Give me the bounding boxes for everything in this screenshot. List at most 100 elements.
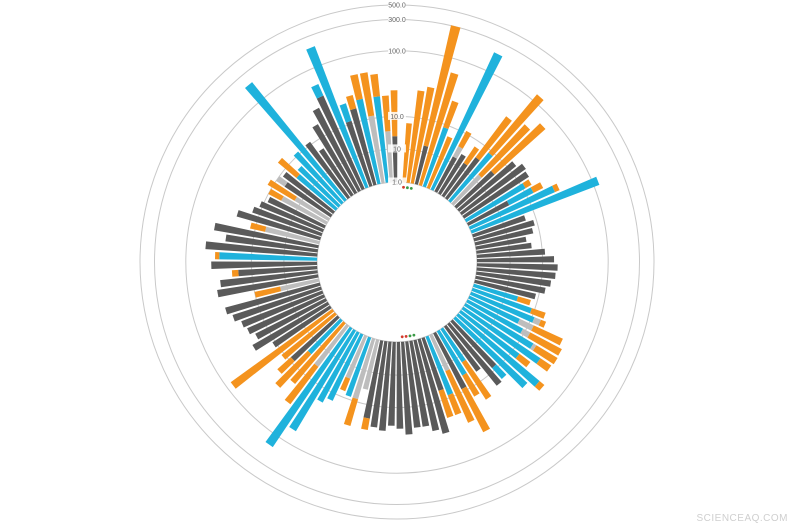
bar-segment-orange xyxy=(445,369,475,423)
bar-segment-dark xyxy=(450,319,497,369)
bar-segment-orange xyxy=(402,123,412,183)
bar-segment-orange xyxy=(359,72,375,117)
bar-segment-orange xyxy=(277,157,300,178)
bar-segment-blue xyxy=(293,151,344,205)
bar-segment-dark xyxy=(214,222,319,249)
bar-segment-orange xyxy=(410,86,435,184)
bar-segment-dark xyxy=(388,341,396,426)
bar-segment-blue xyxy=(373,96,389,183)
watermark-text: SCIENCEAQ.COM xyxy=(696,513,788,524)
bars-layer xyxy=(205,25,600,448)
bar-segment-orange xyxy=(268,188,284,201)
bar-segment-dark xyxy=(405,341,421,428)
bar-segment-orange xyxy=(522,179,532,189)
bar-segment-orange xyxy=(250,222,267,232)
bar-segment-orange xyxy=(231,269,239,277)
bar-segment-blue xyxy=(339,103,352,123)
bar-segment-light xyxy=(281,196,328,225)
bar-segment-orange xyxy=(515,353,531,368)
bar-segment-orange xyxy=(458,130,472,149)
bar-segment-orange xyxy=(343,397,359,426)
bar-segment-dark xyxy=(476,263,558,271)
bar-segment-light xyxy=(517,318,534,331)
bar-segment-blue xyxy=(289,329,356,432)
bar-segment-dark xyxy=(225,234,318,253)
bar-segment-orange xyxy=(461,386,490,433)
bar-segment-blue xyxy=(440,327,466,363)
bar-segment-dark xyxy=(220,270,318,288)
tick-label: 10.0 xyxy=(390,114,404,121)
tick-label-background xyxy=(388,15,406,23)
tick-labels: 1.0 10 10.0 100.0 300.0 500.0 xyxy=(388,0,406,187)
bar-segment-dark xyxy=(476,242,532,254)
bar-segment-orange xyxy=(527,332,562,356)
bar-segment-dark xyxy=(236,210,321,241)
tick-label-background xyxy=(388,0,406,9)
bar-segment-orange xyxy=(462,372,480,397)
bar-segment-orange xyxy=(538,319,547,328)
bar-segment-blue xyxy=(327,333,364,401)
bar-segment-blue xyxy=(459,310,520,359)
bar-segment-orange xyxy=(290,321,346,384)
bar-segment-blue xyxy=(464,183,526,223)
bar-segment-dark xyxy=(225,282,321,315)
bar-segment-orange xyxy=(443,100,459,129)
bar-segment-dark xyxy=(350,108,377,186)
bar-segment-light xyxy=(451,174,482,206)
bar-segment-dark xyxy=(259,201,324,233)
tick-label-background xyxy=(388,111,406,120)
bar-segment-dark xyxy=(441,162,468,198)
bar-segment-light xyxy=(294,196,330,221)
bar-segment-dark xyxy=(474,279,536,300)
bar-segment-dark xyxy=(290,315,340,362)
bar-segment-dark xyxy=(417,338,450,434)
bar-segment-dark xyxy=(282,172,335,214)
bar-segment-orange xyxy=(423,25,461,147)
bar-segment-blue xyxy=(436,329,467,376)
bar-segment-dark xyxy=(447,322,502,386)
bar-segment-orange xyxy=(531,325,563,346)
bar-segment-blue xyxy=(219,252,318,261)
bar-segment-dark xyxy=(363,340,384,419)
bar-segment-orange xyxy=(447,393,462,416)
bar-segment-dark xyxy=(392,136,398,183)
bar-segment-dark xyxy=(312,124,358,195)
bar-segment-blue xyxy=(492,364,507,379)
baseline-marker-red xyxy=(404,335,408,338)
baseline-marker-green xyxy=(412,333,416,337)
bar-segment-dark xyxy=(475,275,546,294)
bar-segment-orange xyxy=(370,73,380,97)
bar-segment-light xyxy=(520,328,531,338)
bar-segment-dark xyxy=(396,341,404,429)
bar-segment-orange xyxy=(346,95,357,111)
bar-segment-orange xyxy=(418,72,459,186)
bar-segment-orange xyxy=(463,146,480,166)
bar-segment-orange xyxy=(254,286,282,298)
bar-segment-dark xyxy=(413,339,440,432)
bar-segment-orange xyxy=(536,358,552,372)
tick-label: 300.0 xyxy=(388,17,406,24)
tick-label-background xyxy=(388,177,406,186)
bar-segment-dark xyxy=(217,274,319,298)
bar-segment-orange xyxy=(340,376,351,392)
bar-segment-dark xyxy=(462,171,529,219)
bar-segment-orange xyxy=(530,182,544,193)
baseline-marker-red xyxy=(400,335,404,339)
bar-segment-orange xyxy=(406,90,425,183)
tick-label: 1.0 xyxy=(392,180,402,187)
bar-segment-dark xyxy=(252,206,323,237)
bar-segment-orange xyxy=(461,359,492,400)
bar-segment-blue xyxy=(506,187,534,206)
bar-segment-blue xyxy=(317,331,360,403)
bar-segment-orange xyxy=(277,357,295,374)
bar-segment-light xyxy=(429,333,450,372)
bar-segment-blue xyxy=(296,174,338,211)
bar-segment-light xyxy=(532,317,541,326)
bar-segment-dark xyxy=(433,331,467,390)
bar-segment-blue xyxy=(306,46,369,189)
tick-label: 100.0 xyxy=(388,48,406,55)
tick-label: 10 xyxy=(393,146,401,153)
bar-segment-dark xyxy=(466,200,510,226)
bar-segment-dark xyxy=(247,294,326,335)
